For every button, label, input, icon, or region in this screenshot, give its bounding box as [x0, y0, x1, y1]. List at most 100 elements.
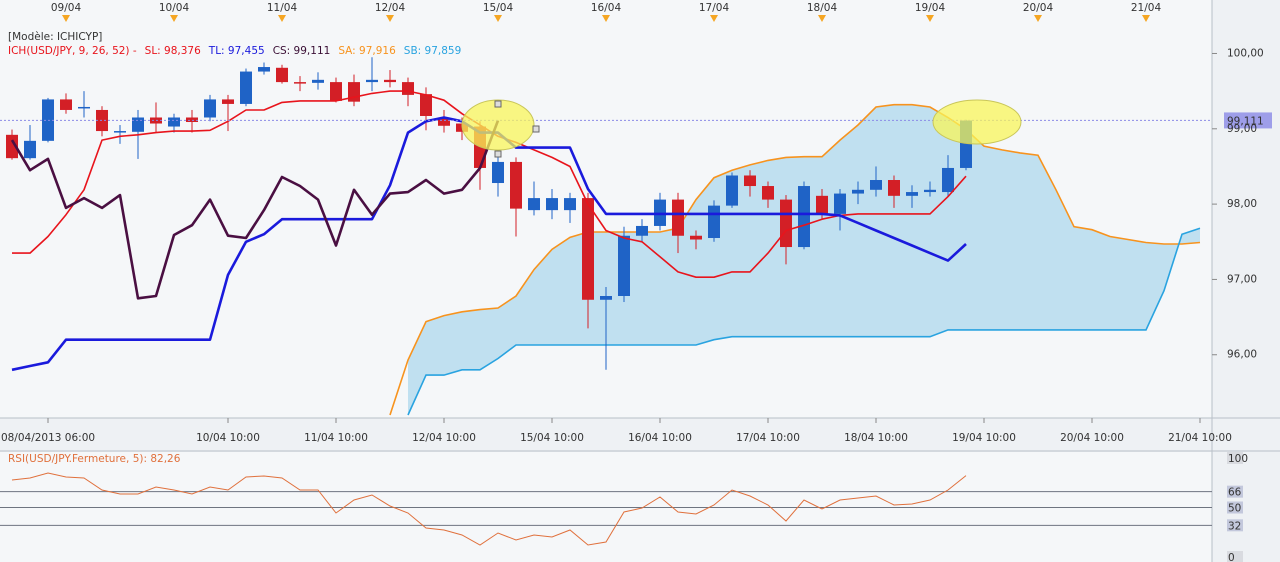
candle-body: [24, 140, 37, 159]
top-tick-label: 10/04: [159, 2, 190, 14]
x-tick-label: 18/04 10:00: [844, 432, 908, 444]
candle-body: [384, 79, 397, 83]
y-tick-label: 100,00: [1227, 47, 1264, 59]
cloud-line: [407, 227, 1201, 416]
candle-body: [168, 117, 181, 127]
candle-body: [114, 131, 127, 133]
x-tick-label: 08/04/2013 06:00: [1, 432, 95, 444]
top-tick-label: 18/04: [807, 2, 838, 14]
candle-body: [635, 225, 648, 236]
y-tick-label: 96,00: [1227, 349, 1257, 361]
y-tick-box: [1227, 452, 1243, 464]
candle-body: [132, 117, 145, 132]
candle-body: [851, 189, 864, 194]
top-tick-marker: [602, 15, 610, 22]
candle-body: [258, 67, 271, 72]
top-tick-marker: [925, 15, 934, 22]
candle-body: [492, 161, 505, 184]
overlay: [461, 99, 1022, 158]
top-tick-label: 19/04: [915, 2, 946, 14]
top-tick-marker: [817, 15, 826, 22]
top-tick-marker: [62, 15, 71, 22]
candle-body: [833, 193, 846, 214]
last-price-label: 99,111: [1227, 115, 1264, 127]
highlight-ellipse: [932, 99, 1022, 145]
candle-body: [402, 82, 415, 95]
top-tick-marker: [1033, 15, 1042, 22]
y-tick-label: 50: [1228, 503, 1241, 515]
candle-body: [330, 82, 343, 101]
candle-body: [671, 199, 684, 236]
top-tick-marker: [1141, 15, 1150, 22]
price-panel: [0, 57, 1212, 416]
candle-body: [186, 117, 199, 123]
x-tick-label: 10/04 10:00: [196, 432, 260, 444]
legend-item: TL: 97,455: [208, 45, 265, 57]
y-tick-label: 66: [1228, 487, 1242, 499]
x-tick-label: 20/04 10:00: [1060, 432, 1124, 444]
candle-body: [887, 180, 900, 196]
legend-item: SB: 97,859: [404, 45, 461, 57]
top-tick-marker: [278, 15, 287, 22]
y-tick-label: 0: [1228, 552, 1235, 562]
top-tick-label: 09/04: [51, 2, 82, 14]
y-tick-label: 100: [1228, 453, 1248, 465]
candle-body: [60, 99, 73, 110]
x-tick-label: 12/04 10:00: [412, 432, 476, 444]
top-tick-label: 17/04: [699, 2, 730, 14]
cloud-line: [389, 103, 1201, 416]
candle-body: [294, 82, 307, 84]
y-tick-box: [1227, 501, 1243, 514]
candle-body: [941, 167, 954, 193]
candle-body: [6, 134, 19, 159]
top-tick-label: 11/04: [267, 2, 298, 14]
candle-body: [761, 186, 774, 200]
x-tick-label: 21/04 10:00: [1168, 432, 1232, 444]
legend-item: ICH(USD/JPY, 9, 26, 52) -: [8, 45, 137, 57]
handle: [494, 100, 502, 108]
candle-body: [582, 198, 595, 300]
legend-item: CS: 99,111: [273, 45, 331, 57]
x-tick-label: 11/04 10:00: [304, 432, 368, 444]
candle-body: [240, 71, 253, 104]
y-tick-box: [1227, 519, 1243, 532]
y-tick-box: [1227, 551, 1243, 562]
y-tick-label: 32: [1228, 520, 1241, 532]
candle-body: [869, 180, 882, 190]
candle-body: [743, 175, 756, 187]
top-tick-marker: [386, 15, 395, 22]
legend-item: SA: 97,916: [338, 45, 396, 57]
candle-body: [312, 79, 325, 83]
candle-body: [905, 192, 918, 196]
top-tick-label: 12/04: [375, 2, 406, 14]
rsi-panel: [0, 472, 1212, 546]
model-label: [Modèle: ICHICYP]: [8, 31, 102, 43]
candle-body: [707, 205, 720, 239]
candle-body: [725, 175, 738, 206]
candle-body: [222, 99, 235, 104]
top-tick-label: 16/04: [591, 2, 622, 14]
indicator-line: [10, 120, 500, 300]
rsi-line: [11, 472, 967, 546]
highlight-ellipse: [461, 99, 535, 151]
candle-body: [923, 189, 936, 193]
y-tick-label: 98,00: [1227, 198, 1257, 210]
x-tick-label: 19/04 10:00: [952, 432, 1016, 444]
candle-body: [600, 295, 612, 300]
candle-body: [797, 186, 810, 248]
y-tick-box: [1227, 485, 1243, 498]
handle: [494, 150, 502, 158]
candle-body: [366, 79, 379, 83]
candle-body: [815, 195, 828, 214]
top-tick-marker: [170, 15, 179, 22]
candle-body: [689, 235, 702, 240]
x-tick-label: 15/04 10:00: [520, 432, 584, 444]
legend-item: SL: 98,376: [145, 45, 201, 57]
candle-body: [528, 198, 541, 211]
top-tick-marker: [494, 15, 503, 22]
candle-body: [438, 117, 451, 126]
y-tick-label: 99,00: [1227, 123, 1257, 135]
candle-body: [96, 109, 109, 132]
